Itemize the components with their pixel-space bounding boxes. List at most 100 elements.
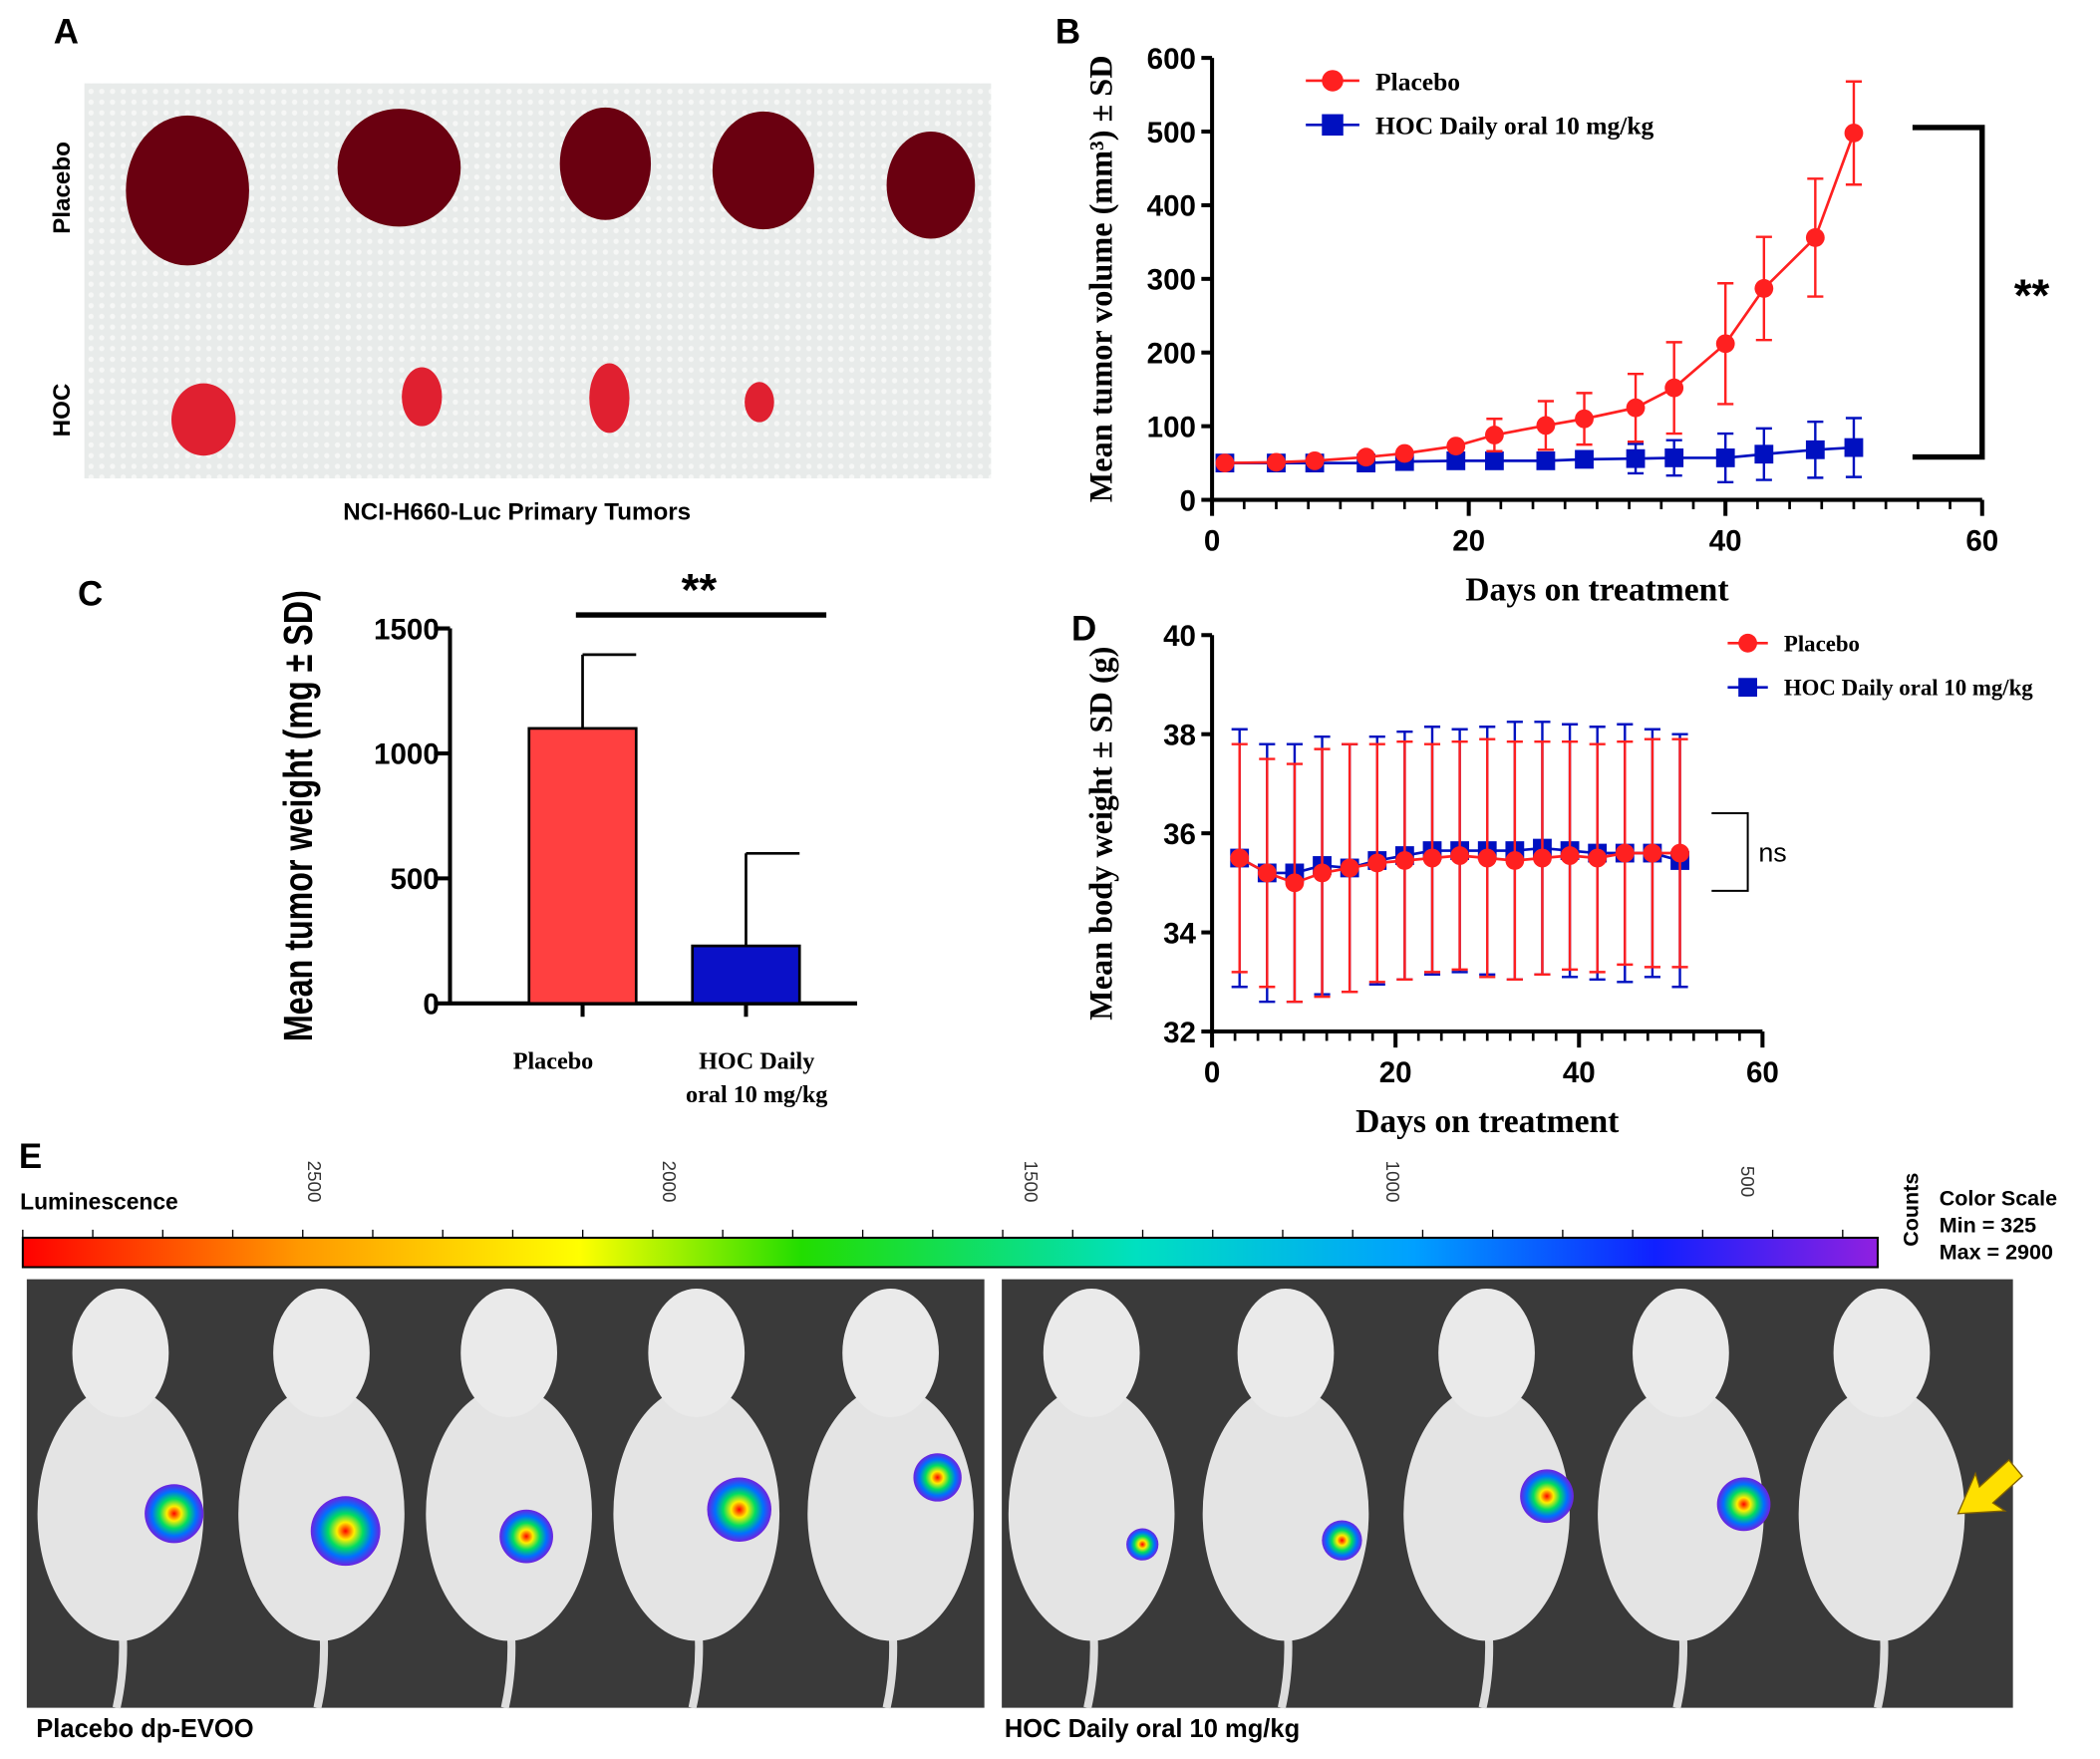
mouse-head: [1438, 1289, 1535, 1418]
data-point: [1394, 443, 1414, 463]
data-point: [1257, 863, 1277, 883]
data-point: [1588, 848, 1608, 868]
counts-label: Counts: [1899, 1173, 1923, 1247]
y-tick-label: 34: [1163, 917, 1196, 950]
x-axis-title: Days on treatment: [1465, 571, 1729, 608]
data-point: [1615, 843, 1635, 863]
series-line: [1224, 133, 1856, 464]
bar: [691, 944, 801, 1006]
row-label-placebo: Placebo: [49, 142, 76, 234]
tumor-placebo: [712, 111, 814, 230]
data-point: [1715, 334, 1735, 354]
significance-label: ns: [1758, 837, 1786, 867]
mouse: [1798, 1289, 1965, 1709]
luminescence-signal: [1520, 1469, 1574, 1524]
y-tick-label: 500: [1147, 117, 1196, 149]
mouse-body: [426, 1386, 592, 1641]
data-point: [1340, 858, 1359, 878]
tumor-hoc: [171, 383, 236, 456]
data-point: [1805, 228, 1825, 247]
data-point: [1505, 851, 1525, 870]
legend-label: Placebo: [1784, 631, 1860, 656]
legend-marker: [1738, 678, 1757, 698]
luminescence-signal: [310, 1496, 381, 1567]
mouse: [37, 1289, 204, 1709]
y-tick-label: 0: [1180, 484, 1196, 517]
panel-label-d: D: [1071, 610, 1096, 649]
mouse-head: [842, 1289, 939, 1418]
mouse-head: [72, 1289, 169, 1418]
mouse: [1202, 1289, 1369, 1709]
mouse-body: [613, 1386, 780, 1641]
tumor-hoc: [745, 382, 774, 423]
data-point: [1367, 853, 1387, 873]
data-point: [1484, 450, 1504, 470]
data-point: [1356, 447, 1376, 467]
legend-marker: [1322, 70, 1344, 92]
legend-marker: [1738, 633, 1757, 653]
scale-tick-label: 1500: [1021, 1161, 1042, 1203]
luminescence-color-bar: [21, 1236, 1879, 1269]
scale-tick-label: 500: [1737, 1166, 1758, 1197]
panel-label-c: C: [78, 575, 103, 614]
data-point: [1484, 426, 1504, 444]
scale-tick-label: 2500: [304, 1161, 325, 1203]
category-label: oral 10 mg/kg: [686, 1081, 827, 1108]
data-point: [1626, 398, 1646, 418]
data-point: [1450, 846, 1470, 865]
x-tick-label: 20: [1379, 1056, 1412, 1089]
data-point: [1715, 448, 1735, 467]
y-tick-label: 100: [1147, 411, 1196, 443]
mouse-body: [807, 1386, 974, 1641]
data-point: [1533, 848, 1552, 868]
data-point: [1664, 448, 1684, 467]
x-tick-label: 20: [1452, 525, 1485, 558]
data-point: [1305, 450, 1325, 470]
group-label-placebo: Placebo dp-EVOO: [36, 1715, 253, 1743]
category-label: Placebo: [513, 1048, 594, 1075]
group-label-hoc: HOC Daily oral 10 mg/kg: [1005, 1715, 1300, 1743]
data-point: [1844, 124, 1864, 143]
luminescence-signal: [1126, 1528, 1159, 1561]
y-tick-label: 32: [1163, 1017, 1196, 1049]
data-point: [1805, 440, 1825, 459]
scale-tick-label: 2000: [659, 1161, 680, 1203]
luminescence-title: Luminescence: [20, 1189, 178, 1215]
x-tick-label: 0: [1204, 525, 1220, 558]
x-tick-label: 60: [1746, 1056, 1779, 1089]
y-tick-label: 0: [423, 989, 439, 1022]
legend-label: HOC Daily oral 10 mg/kg: [1375, 112, 1653, 141]
scale-tick-label: 1000: [1382, 1161, 1403, 1203]
color-scale-title: Color Scale: [1940, 1187, 2057, 1211]
data-point: [1575, 449, 1594, 469]
y-tick-label: 1500: [374, 613, 440, 646]
mouse-body: [1202, 1386, 1369, 1641]
data-point: [1536, 450, 1556, 470]
chart-tumor-weight: 0 500 1000 1500 Mean tumor weight (mg ± SD) P…: [276, 565, 857, 1108]
data-point: [1313, 863, 1332, 883]
legend-label: Placebo: [1375, 67, 1460, 96]
legend-marker: [1322, 114, 1344, 137]
data-point: [1394, 851, 1414, 870]
data-point: [1215, 453, 1235, 472]
y-tick-label: 400: [1147, 190, 1196, 223]
y-tick-label: 36: [1163, 818, 1196, 851]
significance-label: **: [682, 565, 718, 616]
data-point: [1560, 846, 1580, 865]
data-point: [1670, 843, 1689, 863]
tumor-hoc: [402, 367, 443, 427]
tumor-photo: [84, 83, 992, 479]
panel-label-a: A: [54, 12, 79, 51]
panel-label-b: B: [1055, 12, 1080, 51]
mouse: [426, 1289, 592, 1709]
luminescence-signal: [1322, 1520, 1362, 1561]
mouse-head: [648, 1289, 746, 1418]
significance-label: **: [2014, 270, 2050, 321]
y-tick-label: 200: [1147, 337, 1196, 370]
data-point: [1422, 848, 1442, 868]
y-axis-title: Mean body weight ± SD (g): [1082, 647, 1118, 1021]
category-label: HOC Daily: [699, 1048, 814, 1075]
color-scale-min: Min = 325: [1940, 1214, 2036, 1238]
tumor-placebo: [886, 132, 976, 239]
mouse-body: [1403, 1386, 1570, 1641]
